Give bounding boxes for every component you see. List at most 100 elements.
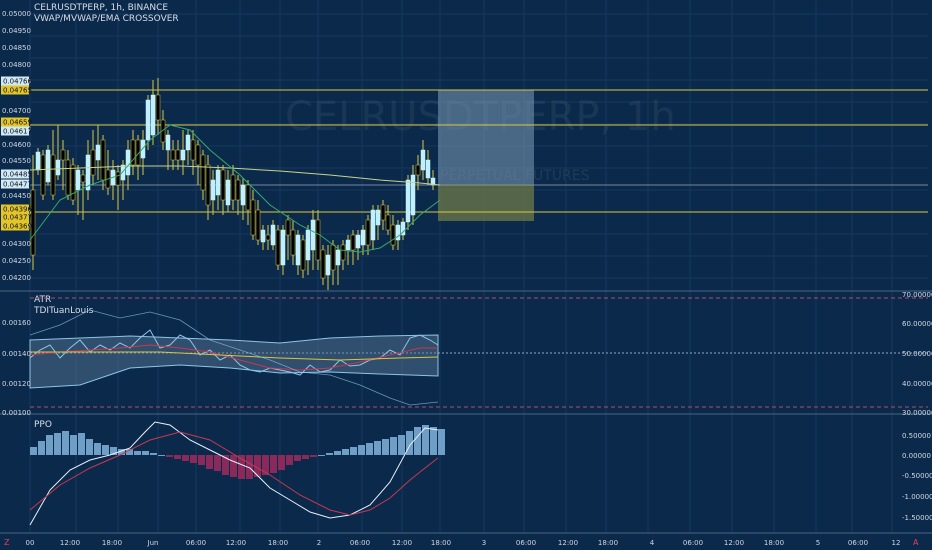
price-tick-label: 0.04950	[2, 27, 31, 35]
candle	[230, 165, 236, 210]
ppo-histogram-bar	[334, 451, 341, 455]
candle	[245, 180, 251, 225]
candle	[95, 125, 101, 180]
ppo-histogram-bar	[430, 427, 437, 455]
price-tag-text: 0.04765	[3, 87, 32, 95]
indicator-title[interactable]: VWAP/MVWAP/EMA CROSSOVER	[34, 14, 179, 24]
ppo-histogram-bar	[230, 455, 237, 477]
candle	[150, 80, 156, 145]
candle	[55, 125, 61, 180]
price-tag: 0.04377	[1, 212, 32, 222]
ppo-histogram-bar	[390, 437, 397, 455]
long-position-stop-zone[interactable]	[438, 184, 534, 221]
ppo-line	[29, 421, 439, 526]
price-axis[interactable]: 0.050000.049500.048500.048000.047500.047…	[2, 10, 31, 282]
ppo-histogram-bar	[406, 431, 413, 455]
ppo-histogram-bar	[438, 429, 445, 455]
tdi-axis[interactable]: 70.00000 60.00000 50.00000 40.00000 30.00000	[902, 291, 932, 417]
price-tag-text: 0.04659	[3, 119, 32, 127]
ppo-histogram-bar	[38, 441, 45, 455]
candle	[50, 130, 56, 200]
atr-line	[29, 309, 439, 406]
time-tick-label: 4	[650, 539, 655, 547]
atr-tick-label: 0.00100	[2, 409, 31, 417]
candle	[30, 155, 36, 270]
ppo-histogram-bar	[358, 445, 365, 455]
candle	[350, 230, 356, 265]
tdi-volatility-band	[29, 334, 439, 389]
ppo-histogram-bar	[278, 455, 285, 470]
candle	[415, 155, 421, 190]
tdi-label[interactable]: TDITuanLouis	[33, 306, 94, 316]
price-tag-text: 0.04485	[3, 171, 32, 179]
ppo-axis[interactable]: 0.50000 0.00000 -0.50000 -1.00000 -1.50000	[902, 432, 932, 522]
ppo-histogram-bar	[110, 447, 117, 455]
candle	[170, 140, 176, 170]
candle	[375, 205, 381, 240]
time-tick-label: 06:00	[186, 539, 206, 547]
price-tick-label: 0.04300	[2, 240, 31, 248]
candle	[285, 215, 291, 260]
time-tick-label: 06:00	[516, 539, 536, 547]
candle	[250, 190, 256, 240]
ppo-histogram-bar	[206, 455, 213, 469]
ppo-histogram-bar	[150, 453, 157, 455]
ppo-histogram-bar	[318, 455, 325, 456]
ppo-tick-label: 0.00000	[902, 452, 931, 460]
candle	[145, 95, 151, 150]
candle	[225, 170, 231, 212]
ppo-histogram-bar	[374, 441, 381, 455]
candle	[425, 150, 431, 185]
ppo-tick-label: -0.50000	[902, 472, 932, 480]
ppo-histogram-bar	[158, 455, 165, 456]
candle	[275, 225, 281, 270]
time-tick-label: Jun	[147, 539, 159, 547]
ppo-signal-line	[29, 431, 439, 516]
price-tag-text: 0.04477	[3, 181, 32, 189]
ppo-label[interactable]: PPO	[34, 420, 52, 430]
time-tick-label: 18:00	[268, 539, 288, 547]
price-tick-label: 0.04200	[2, 274, 31, 282]
ppo-tick-label: 0.50000	[902, 432, 931, 440]
symbol-title[interactable]: CELRUSDTPERP, 1h, BINANCE	[34, 3, 168, 13]
atr-axis[interactable]: 0.00160 0.00140 0.00120 0.00100	[2, 319, 31, 417]
candle	[380, 200, 386, 230]
candle	[205, 155, 211, 220]
atr-label[interactable]: ATR	[34, 295, 51, 305]
log-scale-icon[interactable]: Z	[4, 538, 10, 547]
candle	[265, 225, 271, 250]
time-tick-label: 18:00	[764, 539, 784, 547]
price-tag: 0.04765	[1, 85, 32, 95]
candle	[385, 205, 391, 235]
ppo-histogram-bar	[126, 449, 133, 455]
candle	[75, 165, 81, 215]
time-tick-label: 12:00	[724, 539, 744, 547]
ppo-histogram-bar	[302, 455, 309, 459]
candle	[155, 78, 161, 135]
long-position-target-zone[interactable]	[438, 90, 534, 184]
candle	[60, 140, 66, 190]
vwap-line	[29, 165, 441, 186]
tdi-tick-label: 70.00000	[902, 291, 932, 299]
ppo-histogram-bar	[382, 439, 389, 455]
auto-scale-icon[interactable]: A	[913, 538, 919, 547]
price-tag: 0.04369	[1, 221, 32, 231]
candle	[420, 140, 426, 180]
ppo-histogram-bar	[102, 445, 109, 455]
ppo-histogram-bar	[54, 433, 61, 455]
ppo-histogram-bar	[270, 455, 277, 473]
ppo-histogram-bar	[134, 451, 141, 455]
ppo-histogram-bar	[142, 451, 149, 455]
candle	[90, 130, 96, 185]
candle	[315, 210, 321, 270]
ppo-histogram-bar	[190, 455, 197, 463]
candle	[270, 220, 276, 250]
price-tag: 0.04659	[1, 117, 32, 127]
tdi-tick-label: 50.00000	[902, 350, 932, 358]
candle	[45, 145, 51, 185]
time-axis[interactable]: 00 12:00 18:00 Jun 06:00 12:00 18:00 2 06:00 12:0…	[26, 539, 901, 547]
ppo-histogram-bar	[342, 449, 349, 455]
